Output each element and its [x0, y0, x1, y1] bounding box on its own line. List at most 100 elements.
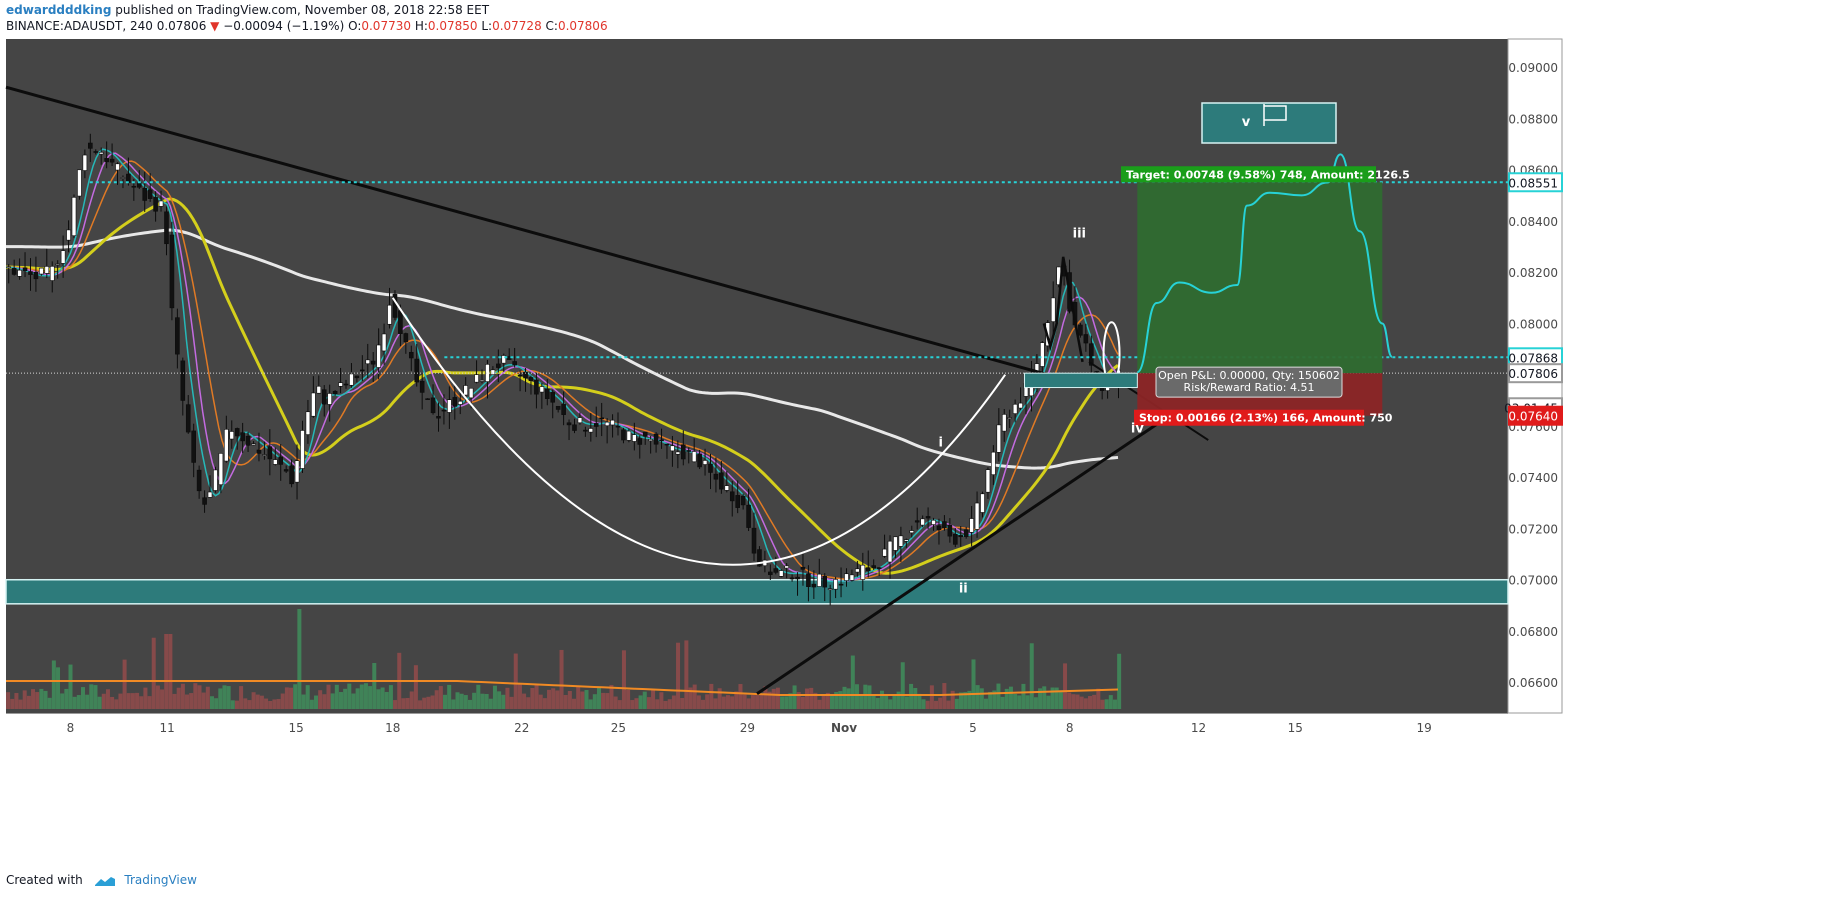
author-link[interactable]: edwarddddking [6, 3, 112, 17]
volume-bar [147, 696, 152, 709]
volume-bar [1096, 688, 1101, 709]
volume-bar [359, 684, 364, 709]
candle-body [251, 443, 256, 446]
support-zone [5, 578, 1509, 605]
candle-body [942, 521, 947, 529]
candle-body [256, 449, 262, 454]
volume-bar [80, 687, 85, 709]
candle-body [865, 567, 871, 572]
candle-body [610, 419, 615, 426]
volume-bar [488, 698, 493, 709]
volume-bar [651, 689, 656, 709]
volume-bar [326, 684, 331, 709]
close-label: C: [545, 19, 558, 33]
candle-body [425, 398, 430, 400]
x-tick-label: 19 [1417, 721, 1432, 735]
volume-bar [1079, 696, 1084, 709]
volume-bar [139, 696, 144, 709]
candle-body [561, 403, 566, 415]
candle-body [664, 443, 670, 446]
x-tick-label: 11 [160, 721, 175, 735]
volume-bar [734, 691, 739, 709]
y-tick-label: 0.08200 [1508, 266, 1558, 280]
candle-body [360, 369, 365, 372]
volume-bar [517, 683, 522, 709]
candle-body [849, 574, 855, 581]
candle-body [719, 472, 724, 490]
volume-bar [842, 686, 847, 709]
volume-bar [272, 699, 277, 709]
volume-bar [884, 694, 889, 709]
volume-bar [892, 694, 897, 709]
volume-bar [1008, 686, 1013, 709]
volume-bar [1013, 694, 1018, 709]
chart-header: edwarddddking published on TradingView.c… [6, 3, 608, 33]
volume-bar [363, 683, 368, 709]
volume-bar [239, 686, 244, 709]
volume-bar [1000, 696, 1005, 709]
volume-bar [368, 686, 373, 709]
close-value: 0.07806 [557, 19, 608, 33]
volume-bar [904, 696, 909, 709]
volume-bar [817, 699, 822, 709]
volume-bar [800, 696, 805, 709]
x-tick-label: 15 [1288, 721, 1303, 735]
candle-body [55, 263, 60, 266]
volume-bar [576, 686, 581, 709]
candle-body [88, 142, 93, 149]
candle-body [1007, 417, 1012, 419]
volume-bar [954, 698, 959, 709]
candle-body [615, 425, 621, 428]
volume-bar [10, 698, 15, 709]
volume-bar [713, 698, 718, 709]
candle-body [1040, 342, 1045, 367]
volume-bar [189, 693, 194, 709]
candle-body [452, 397, 458, 407]
candle-body [447, 399, 452, 413]
candle-body [539, 386, 545, 393]
candle-body [175, 317, 180, 355]
volume-bar [859, 695, 864, 709]
candle-body [931, 519, 936, 525]
candle-body [909, 530, 915, 534]
candle-body [305, 411, 311, 435]
volume-bar [455, 692, 460, 709]
candle-body [1078, 324, 1083, 336]
volume-bar [701, 699, 706, 709]
volume-bar [255, 694, 260, 709]
volume-bar [551, 688, 556, 709]
volume-bar [280, 693, 285, 709]
x-tick-label: 29 [740, 721, 755, 735]
volume-bar [76, 695, 81, 709]
volume-bar [780, 696, 785, 709]
volume-bar [160, 689, 165, 709]
ascending-trendline [756, 420, 1161, 696]
volume-bar [130, 693, 135, 709]
candle-body [588, 428, 594, 433]
volume-bar [975, 685, 980, 709]
volume-bar [854, 684, 859, 709]
volume-bar [867, 685, 872, 709]
volume-bar [343, 688, 348, 709]
tradingview-link[interactable]: TradingView [124, 873, 197, 887]
wave-v-box [1201, 102, 1337, 144]
volume-bar [638, 695, 643, 709]
volume-bar [101, 693, 106, 709]
volume-bar [110, 696, 115, 709]
candle-body [468, 387, 474, 399]
candle-body [768, 571, 773, 575]
volume-bar [626, 689, 631, 709]
volume-bar [1063, 663, 1068, 709]
volume-bar [72, 696, 77, 709]
volume-bar [613, 696, 618, 709]
candle-body [653, 433, 659, 445]
volume-bar [380, 687, 385, 709]
volume-bar [988, 691, 993, 709]
candle-body [996, 424, 1002, 453]
volume-bar [534, 683, 539, 709]
candle-body [920, 518, 925, 526]
volume-bar [605, 693, 610, 709]
volume-bar [830, 695, 835, 709]
volume-bar [18, 699, 23, 709]
